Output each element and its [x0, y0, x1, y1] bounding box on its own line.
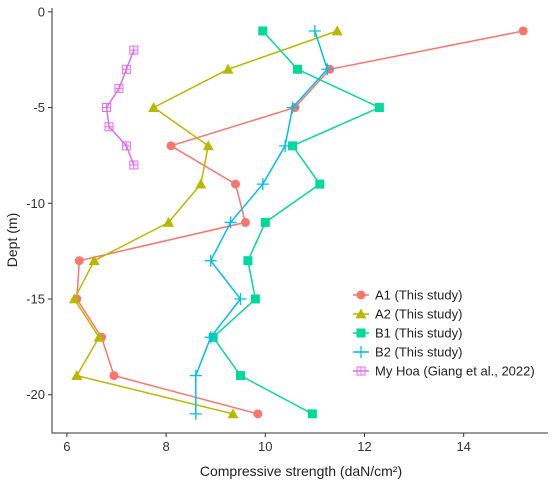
series-4-point: [204, 254, 217, 267]
series-4-point: [256, 178, 269, 191]
series-5-point: [104, 122, 114, 132]
series-3: [208, 26, 384, 419]
series-2-point: [195, 178, 207, 189]
axes: 6 8 10 12 14 0 -5 -10 -15 -20: [26, 4, 548, 454]
legend-key-marker: [356, 328, 366, 338]
legend: A1 (This study) A2 (This study) B1 (This s…: [353, 288, 535, 379]
series-3-point: [288, 141, 298, 151]
series-2-point: [68, 293, 80, 304]
series-3-point: [293, 64, 303, 74]
series-4-point: [308, 24, 321, 37]
series-1-point: [109, 371, 119, 381]
x-tick-label: 12: [357, 439, 371, 454]
series-4-point: [189, 369, 202, 382]
series-1-point: [240, 217, 250, 227]
series-1-point: [74, 256, 84, 266]
series-4-point: [234, 292, 247, 305]
series-4-point: [321, 63, 334, 76]
series-2: [68, 25, 343, 419]
series-3-point: [260, 217, 270, 227]
series-2-point: [227, 408, 239, 419]
y-tick-label: 0: [38, 4, 45, 19]
series-4-point: [224, 216, 237, 229]
series-3-point: [235, 371, 245, 381]
legend-label: A1 (This study): [375, 288, 462, 303]
series-2-point: [148, 102, 160, 112]
series-5-point: [114, 83, 124, 93]
y-tick-label: -10: [26, 196, 45, 211]
series-1-point: [253, 409, 263, 419]
legend-label: B1 (This study): [375, 326, 462, 341]
legend-key-marker: [356, 290, 366, 300]
x-tick-label: 8: [162, 439, 169, 454]
y-tick-label: -15: [26, 291, 45, 306]
series-2-point: [163, 216, 175, 227]
series-3-point: [315, 179, 325, 189]
series-3-point: [250, 294, 260, 304]
y-tick-label: -20: [26, 387, 45, 402]
series-5-point: [121, 64, 131, 74]
x-axis-title: Compressive strength (daN/cm²): [200, 463, 402, 479]
legend-label: A2 (This study): [375, 307, 462, 322]
series-5-point: [129, 45, 139, 55]
series-4-point: [286, 101, 299, 114]
x-tick-label: 10: [258, 439, 272, 454]
x-tick-label: 14: [456, 439, 470, 454]
x-tick-label: 6: [63, 439, 70, 454]
series-1-point: [518, 26, 528, 36]
legend-key-marker: [356, 366, 366, 376]
series-3-point: [243, 256, 253, 266]
legend-label: My Hoa (Giang et al., 2022): [375, 364, 535, 379]
series-2-point: [222, 63, 234, 74]
series-5-point: [129, 160, 139, 170]
series-4-point: [279, 139, 292, 152]
legend-key-marker: [355, 308, 367, 319]
series-3-point: [258, 26, 268, 36]
series-2-point: [93, 331, 105, 342]
series-1-point: [231, 179, 241, 189]
series-2-point: [88, 255, 100, 266]
legend-key-marker: [355, 346, 367, 358]
series-layer: [68, 24, 528, 420]
series-3-point: [374, 103, 384, 113]
series-4-point: [204, 331, 217, 344]
series-3-point: [307, 409, 317, 419]
series-2-point: [331, 25, 343, 36]
series-5: [102, 45, 139, 170]
series-5-point: [121, 141, 131, 151]
legend-label: B2 (This study): [375, 345, 462, 360]
y-axis-title: Dept (m): [4, 213, 20, 267]
series-2-point: [202, 140, 214, 151]
y-tick-label: -5: [33, 100, 45, 115]
series-5-point: [102, 103, 112, 113]
series-2-point: [71, 370, 83, 380]
series-4: [189, 24, 334, 420]
series-4-point: [189, 407, 202, 420]
series-1-point: [166, 141, 176, 151]
